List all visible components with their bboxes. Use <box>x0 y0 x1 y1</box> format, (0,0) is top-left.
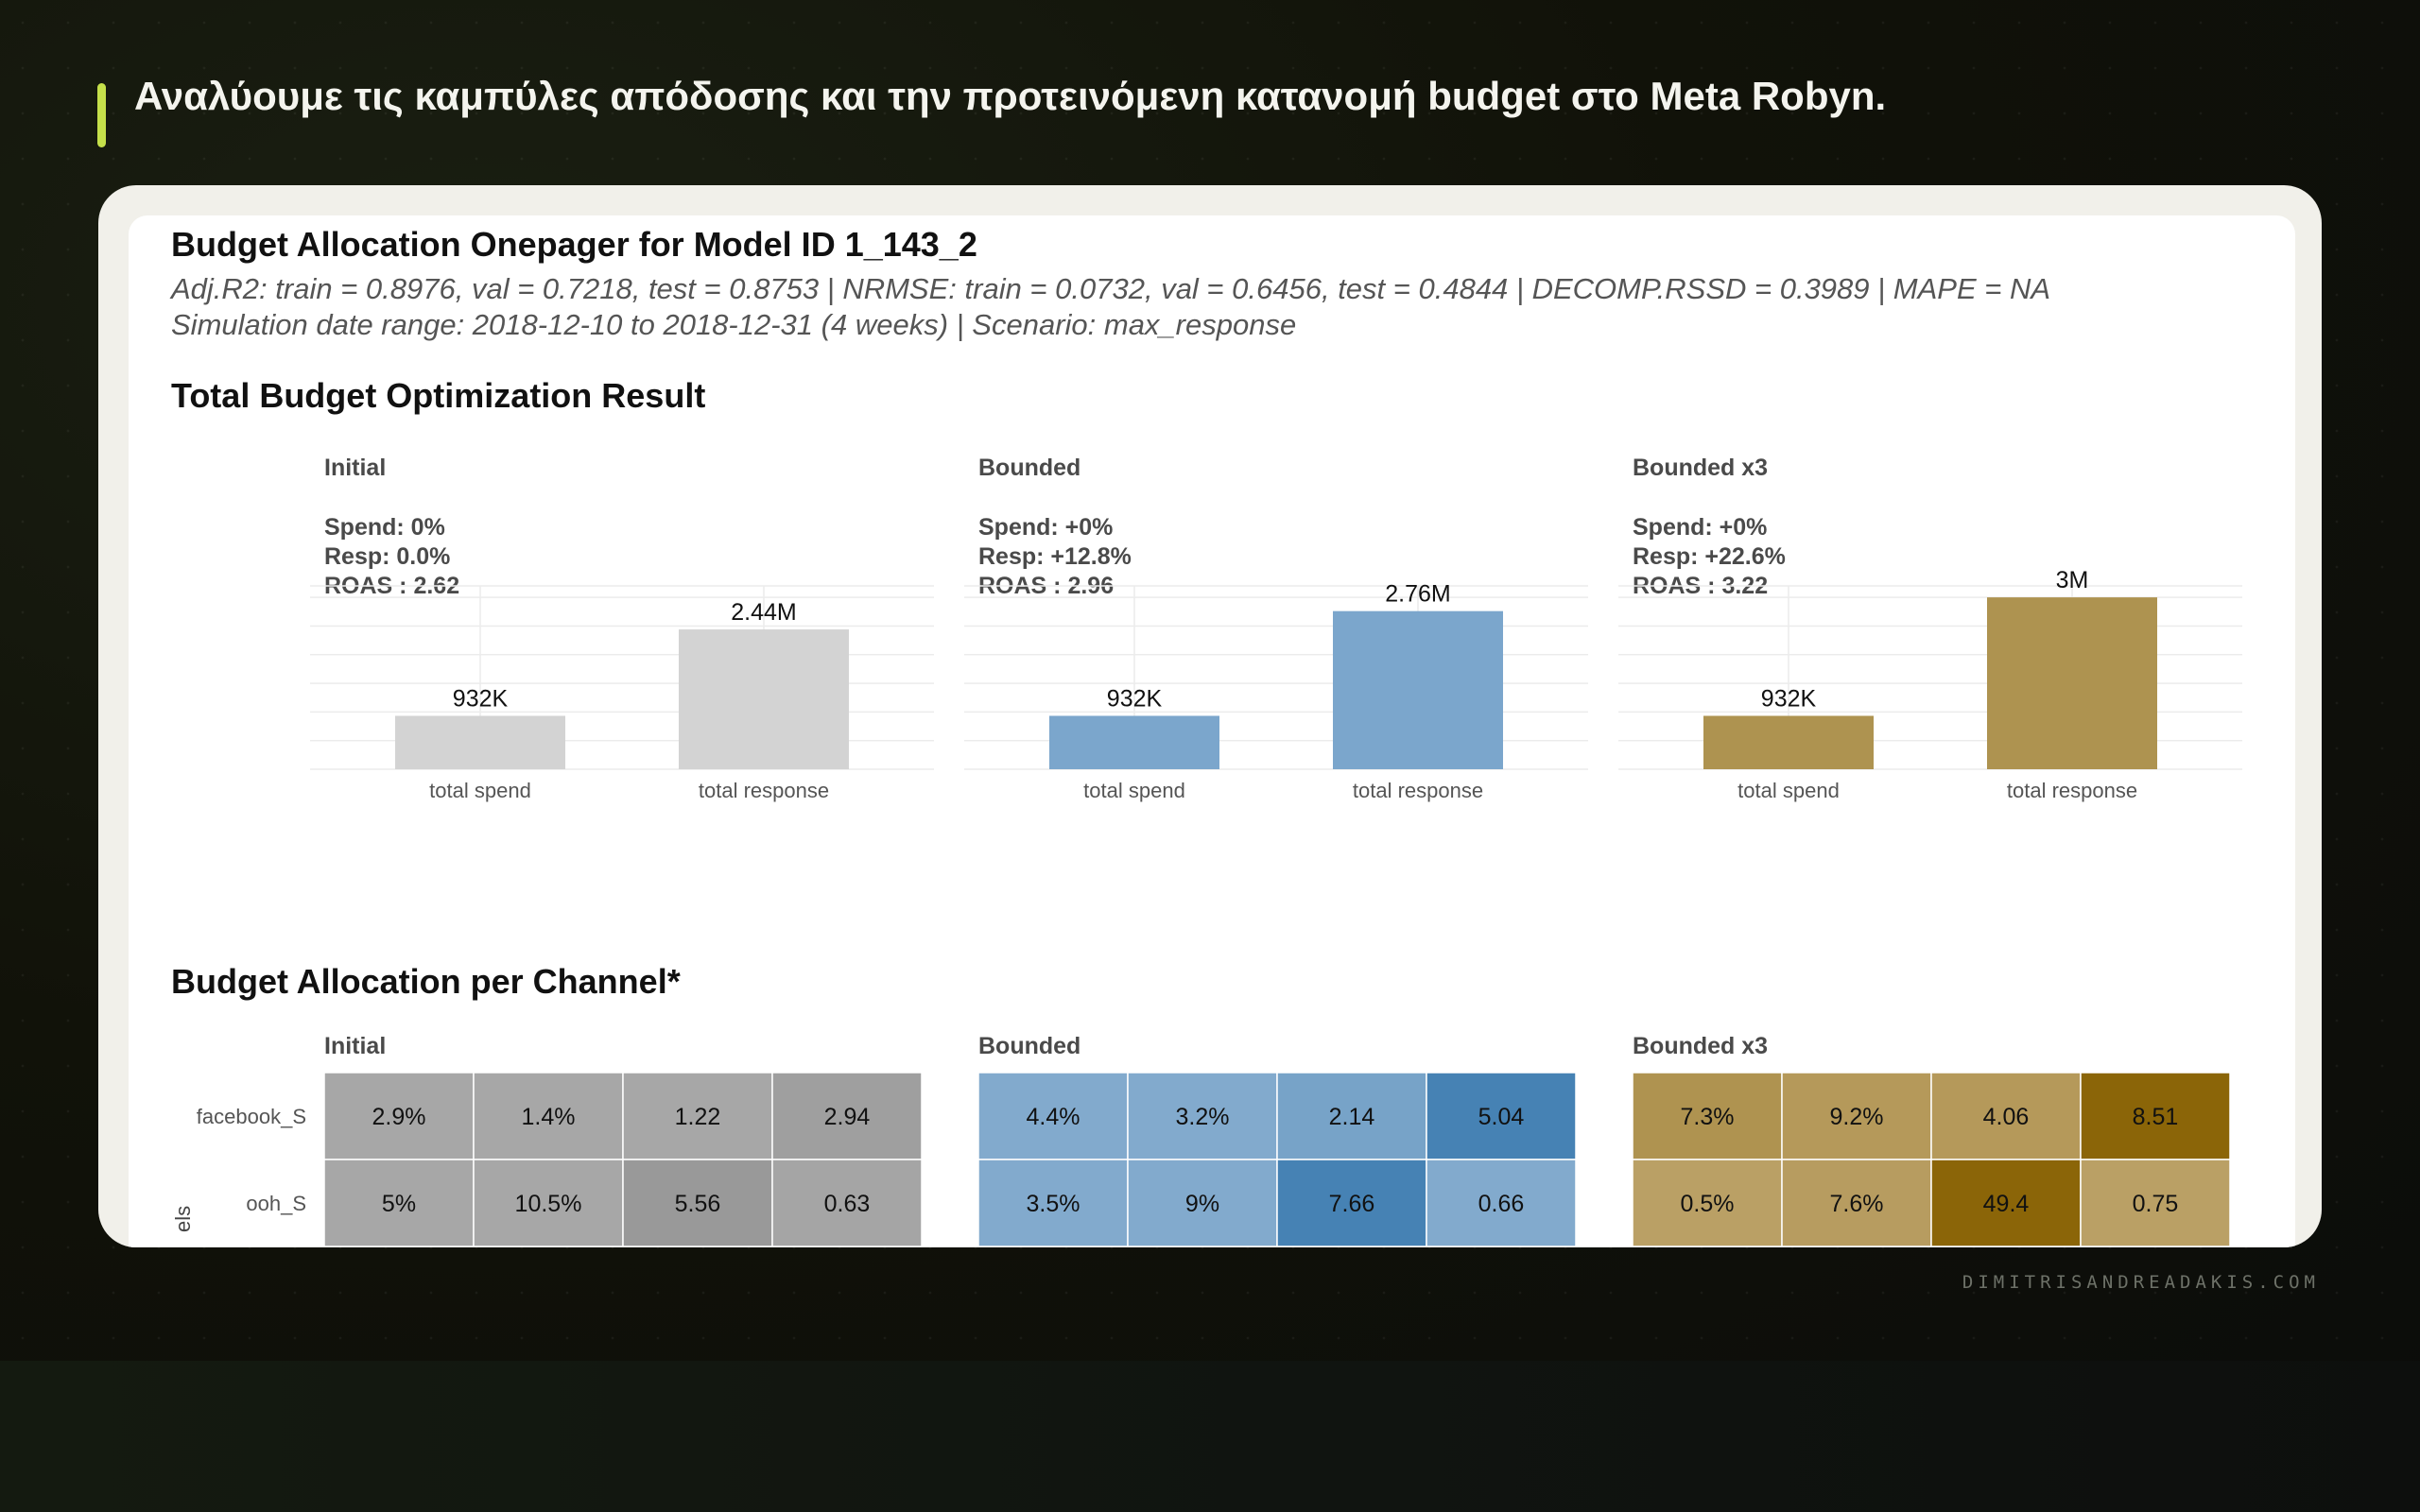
bar <box>395 715 565 769</box>
screenshot-card: Budget Allocation Onepager for Model ID … <box>98 185 2322 1247</box>
bar-data-label: 932K <box>453 685 509 712</box>
onepager-title: Budget Allocation Onepager for Model ID … <box>171 225 977 264</box>
model-metrics-subtitle: Adj.R2: train = 0.8976, val = 0.7218, te… <box>171 272 2051 305</box>
bar-data-label: 2.44M <box>731 599 796 626</box>
bottom-band <box>0 1361 2420 1512</box>
bar <box>1333 610 1503 769</box>
bar-data-label: 932K <box>1107 685 1163 712</box>
heatmap-cell-label: 2.94 <box>824 1104 871 1130</box>
heatmap-cell <box>1276 1072 1427 1160</box>
bar-category-label: total response <box>699 779 829 802</box>
bar-category-label: total spend <box>429 779 531 802</box>
headline-accent-bar <box>97 83 106 147</box>
heatmap-cell-label: 0.63 <box>824 1191 871 1217</box>
heatmap-cell-label: 7.66 <box>1329 1191 1375 1217</box>
heatmap-cell <box>771 1159 923 1247</box>
heatmap-cell-label: 9% <box>1185 1191 1219 1217</box>
heatmap-cell <box>1632 1159 1783 1247</box>
channel-allocation-heatmap-svg: Initial 2.9% 1.4% 1.22 2.94 5% 10.5% 5.56 0.63 Bo… <box>197 1033 2231 1247</box>
bar-panel-stat: Resp: 0.0% <box>324 543 450 570</box>
heatmap-panel-bounded-x3: Bounded x3 7.3% 9.2% 4.06 8.51 0.5% 7.6% 49.4 0.… <box>1632 1033 2231 1247</box>
heatmap-cell <box>2080 1072 2231 1160</box>
bar-panel-stat: Spend: +0% <box>1633 514 1767 541</box>
heatmap-y-axis-label-fragment: els <box>171 1205 195 1232</box>
heatmap-panel-title: Initial <box>324 1033 386 1059</box>
heatmap-cell-label: 2.14 <box>1329 1104 1375 1130</box>
bar-panel-title: Bounded x3 <box>1633 455 1768 481</box>
heatmap-panel-title: Bounded x3 <box>1633 1033 1768 1059</box>
bar <box>1703 715 1874 769</box>
heatmap-cell-label: 3.2% <box>1176 1104 1230 1130</box>
bar-data-label: 2.76M <box>1385 581 1450 608</box>
bar-data-label: 932K <box>1761 685 1817 712</box>
channel-allocation-section-title: Budget Allocation per Channel* <box>171 962 681 1001</box>
heatmap-cell <box>977 1159 1129 1247</box>
heatmap-cell-label: 2.9% <box>372 1104 426 1130</box>
bar <box>1049 715 1219 769</box>
bar <box>1987 597 2157 769</box>
heatmap-cell <box>1276 1159 1427 1247</box>
heatmap-cell-label: 5% <box>382 1191 416 1217</box>
heatmap-cell <box>977 1072 1129 1160</box>
footer-watermark: DIMITRISANDREADAKIS.COM <box>1962 1272 2320 1293</box>
bar-panel-title: Initial <box>324 455 386 481</box>
bar-category-label: total response <box>2007 779 2137 802</box>
heatmap-cell-label: 7.3% <box>1681 1104 1735 1130</box>
bar-panel-title: Bounded <box>978 455 1080 481</box>
heatmap-cell <box>771 1072 923 1160</box>
heatmap-cell-label: 3.5% <box>1027 1191 1080 1217</box>
heatmap-cell-label: 4.06 <box>1983 1104 2030 1130</box>
bar-panel-stat: Resp: +22.6% <box>1633 543 1786 570</box>
bar-panel-stat: Resp: +12.8% <box>978 543 1132 570</box>
slide-headline: Αναλύουμε τις καμπύλες απόδοσης και την … <box>134 74 1887 118</box>
heatmap-cell <box>1127 1159 1278 1247</box>
bar <box>679 629 849 769</box>
heatmap-cell <box>473 1072 624 1160</box>
heatmap-cell <box>2080 1159 2231 1247</box>
heatmap-cell <box>323 1159 475 1247</box>
heatmap-cell-label: 0.75 <box>2133 1191 2179 1217</box>
heatmap-cell-label: 49.4 <box>1983 1191 2030 1217</box>
heatmap-cell <box>1930 1072 2082 1160</box>
heatmap-cell <box>1930 1159 2082 1247</box>
bar-category-label: total spend <box>1737 779 1840 802</box>
heatmap-cell-label: 1.22 <box>675 1104 721 1130</box>
heatmap-cell <box>622 1072 773 1160</box>
heatmap-cell <box>1426 1072 1577 1160</box>
heatmap-cell-label: 9.2% <box>1830 1104 1884 1130</box>
heatmap-panel-initial: Initial 2.9% 1.4% 1.22 2.94 5% 10.5% 5.56 0.63 <box>323 1033 923 1247</box>
heatmap-panel-bounded: Bounded 4.4% 3.2% 2.14 5.04 3.5% 9% 7.66 0.66 <box>977 1033 1577 1247</box>
onepager-sheet: Budget Allocation Onepager for Model ID … <box>129 215 2295 1247</box>
heatmap-cell-label: 7.6% <box>1830 1191 1884 1217</box>
heatmap-cell <box>1426 1159 1577 1247</box>
heatmap-cell <box>323 1072 475 1160</box>
heatmap-cell-label: 10.5% <box>515 1191 582 1217</box>
heatmap-cell-label: 5.04 <box>1478 1104 1525 1130</box>
heatmap-row-label: facebook_S <box>197 1105 306 1128</box>
bar-panel-stat: Spend: +0% <box>978 514 1113 541</box>
heatmap-cell-label: 0.5% <box>1681 1191 1735 1217</box>
heatmap-cell-label: 5.56 <box>675 1191 721 1217</box>
heatmap-cell-label: 1.4% <box>522 1104 576 1130</box>
bar-data-label: 3M <box>2056 567 2089 593</box>
heatmap-cell-label: 4.4% <box>1027 1104 1080 1130</box>
bar-panel-stat: Spend: 0% <box>324 514 445 541</box>
heatmap-row-label: ooh_S <box>246 1192 306 1215</box>
total-budget-section-title: Total Budget Optimization Result <box>171 376 706 415</box>
heatmap-cell-label: 8.51 <box>2133 1104 2179 1130</box>
heatmap-panel-title: Bounded <box>978 1033 1080 1059</box>
bar-category-label: total response <box>1353 779 1483 802</box>
heatmap-cell <box>473 1159 624 1247</box>
bar-category-label: total spend <box>1083 779 1185 802</box>
heatmap-cell <box>622 1159 773 1247</box>
heatmap-cell <box>1781 1072 1932 1160</box>
simulation-range-subtitle: Simulation date range: 2018-12-10 to 201… <box>171 308 1297 341</box>
heatmap-cell-label: 0.66 <box>1478 1191 1525 1217</box>
